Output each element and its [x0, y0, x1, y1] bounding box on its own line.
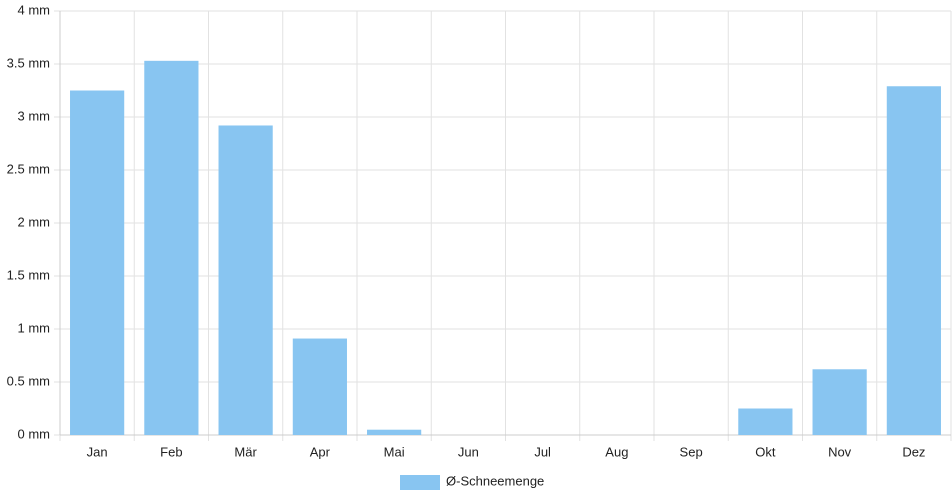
- bar: [812, 369, 867, 435]
- x-tick-label: Sep: [680, 444, 703, 459]
- bar: [738, 408, 793, 435]
- bar: [218, 125, 273, 435]
- y-tick-label: 3 mm: [18, 108, 51, 123]
- x-tick-label: Feb: [160, 444, 182, 459]
- bar: [144, 60, 199, 435]
- bar: [70, 90, 125, 435]
- y-tick-label: 1.5 mm: [7, 267, 50, 282]
- x-tick-label: Nov: [828, 444, 852, 459]
- bar: [367, 429, 422, 435]
- x-tick-label: Okt: [755, 444, 776, 459]
- y-tick-label: 2.5 mm: [7, 161, 50, 176]
- y-tick-label: 3.5 mm: [7, 55, 50, 70]
- x-tick-label: Jan: [87, 444, 108, 459]
- x-tick-label: Dez: [902, 444, 925, 459]
- y-tick-label: 4 mm: [18, 2, 51, 17]
- x-tick-label: Jul: [534, 444, 551, 459]
- bar: [292, 338, 347, 435]
- y-tick-label: 0 mm: [18, 426, 51, 441]
- x-tick-label: Mai: [384, 444, 405, 459]
- y-tick-label: 0.5 mm: [7, 373, 50, 388]
- y-tick-label: 2 mm: [18, 214, 51, 229]
- y-tick-label: 1 mm: [18, 320, 51, 335]
- legend-label: Ø-Schneemenge: [446, 473, 544, 488]
- legend-swatch: [400, 475, 440, 490]
- x-tick-label: Mär: [234, 444, 257, 459]
- x-tick-label: Aug: [605, 444, 628, 459]
- bar: [886, 86, 941, 435]
- x-tick-label: Apr: [310, 444, 331, 459]
- x-tick-label: Jun: [458, 444, 479, 459]
